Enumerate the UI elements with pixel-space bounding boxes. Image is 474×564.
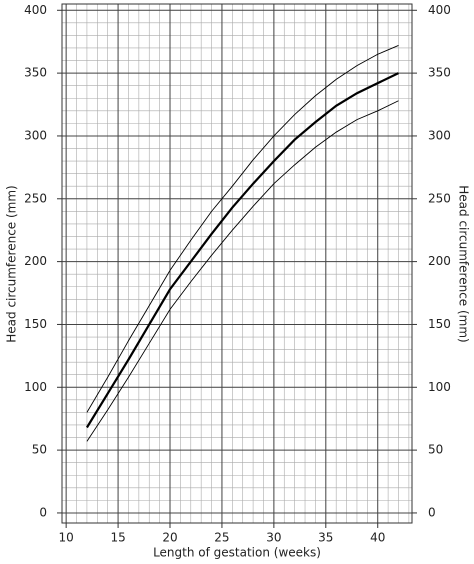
x-tick-label: 15 — [110, 531, 125, 545]
y2-tick-label: 0 — [428, 505, 436, 519]
y2-tick-label: 350 — [428, 66, 451, 80]
line — [86, 45, 399, 413]
y-tick-label: 350 — [24, 66, 47, 80]
x-tick-label: 35 — [318, 531, 333, 545]
y2-tick-label: 50 — [428, 443, 443, 457]
y2-tick-label: 100 — [428, 380, 451, 394]
x-axis-label: Length of gestation (weeks) — [153, 546, 321, 560]
y-tick-label: 400 — [24, 3, 47, 17]
line — [86, 100, 399, 442]
y-tick-label: 150 — [24, 317, 47, 331]
line — [85, 72, 399, 429]
y-tick-label: 100 — [24, 380, 47, 394]
plot-frame — [61, 3, 413, 524]
y-tick-label: 200 — [24, 254, 47, 268]
y-tick-label: 250 — [24, 191, 47, 205]
y2-tick-label: 150 — [428, 317, 451, 331]
y2-tick-label: 400 — [428, 3, 451, 17]
y2-tick-label: 200 — [428, 254, 451, 268]
x-tick-label: 10 — [59, 531, 74, 545]
x-tick-label: 25 — [214, 531, 229, 545]
x-tick-label: 20 — [162, 531, 177, 545]
x-tick-label: 30 — [266, 531, 281, 545]
y-tick-label: 0 — [39, 505, 47, 519]
y-tick-label: 50 — [32, 443, 47, 457]
x-tick-label: 40 — [370, 531, 385, 545]
y2-tick-label: 250 — [428, 191, 451, 205]
y-axis-label: Head circumference (mm) — [5, 185, 19, 343]
y2-tick-label: 300 — [428, 128, 451, 142]
y2-axis-label: Head circumference (mm) — [457, 185, 471, 343]
y-tick-label: 300 — [24, 128, 47, 142]
